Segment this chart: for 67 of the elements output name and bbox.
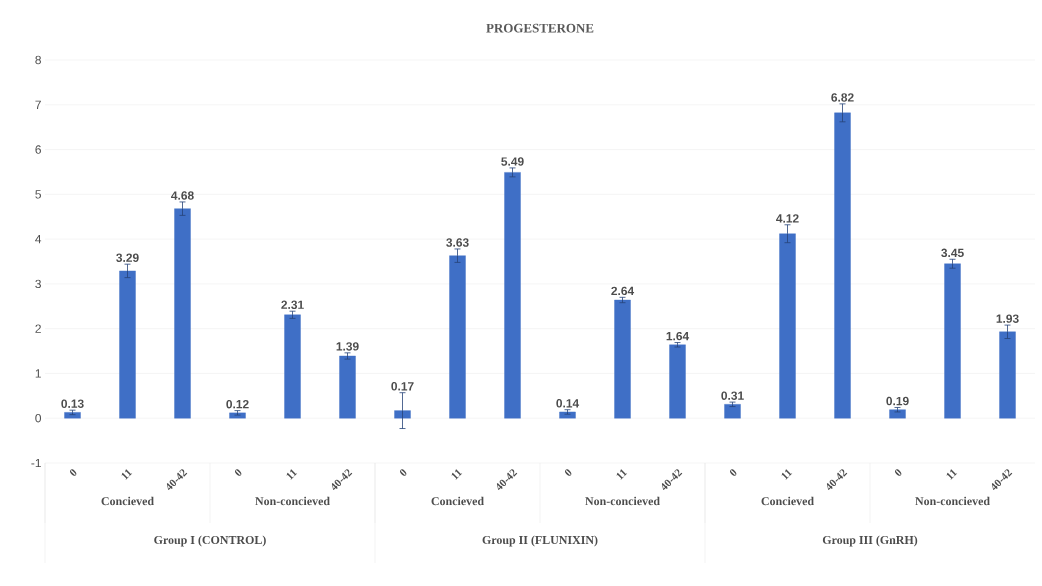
y-tick-label: 2 <box>35 324 41 333</box>
bar <box>119 270 136 419</box>
y-tick-label: 5 <box>35 190 41 199</box>
y-tick-label: 6 <box>35 145 41 154</box>
bar <box>944 263 961 419</box>
x-tick-label: 0 <box>234 469 242 476</box>
bar <box>504 172 521 419</box>
bar <box>284 314 301 419</box>
bar <box>999 331 1016 419</box>
data-label: 0.31 <box>721 391 744 400</box>
data-label: 2.31 <box>281 300 304 310</box>
data-label: 1.64 <box>666 331 690 341</box>
bar <box>779 233 796 419</box>
x-tick-label: 11 <box>946 469 958 480</box>
y-tick-label: -1 <box>31 458 41 468</box>
x-tick-label: 0 <box>69 469 77 476</box>
y-tick-label: 4 <box>35 235 42 244</box>
x-tick-label: 11 <box>451 469 463 480</box>
data-label: 3.63 <box>446 238 469 247</box>
bar <box>834 112 851 419</box>
bar <box>889 409 906 419</box>
data-label: 4.68 <box>171 191 194 200</box>
x-tick-label: 11 <box>121 469 133 480</box>
x-tick-label: 0 <box>399 469 407 476</box>
y-tick-label: 1 <box>35 369 41 378</box>
x-tick-label: 11 <box>781 469 793 480</box>
text: Group III (GnRH) <box>822 535 918 547</box>
bar <box>339 355 356 419</box>
data-label: 0.17 <box>391 382 414 391</box>
data-label: 1.39 <box>336 342 359 351</box>
data-label: 2.64 <box>611 286 635 296</box>
text: Group II (FLUNIXIN) <box>482 535 598 547</box>
data-label: 5.49 <box>501 157 524 166</box>
bar <box>669 344 686 419</box>
text: Concieved <box>761 496 814 506</box>
y-tick-label: 3 <box>35 279 41 289</box>
x-tick-label: 0 <box>564 469 572 476</box>
y-tick-label: 0 <box>35 413 42 423</box>
bar <box>724 404 741 419</box>
chart-title: PROGESTERONE <box>486 23 594 33</box>
bar <box>559 411 576 419</box>
x-tick-label: 11 <box>616 469 628 480</box>
data-label: 1.93 <box>996 314 1019 323</box>
x-tick-label: 0 <box>729 469 737 476</box>
text: Non-concieved <box>255 496 330 506</box>
text: Group I (CONTROL) <box>154 535 266 547</box>
y-tick-label: 8 <box>35 55 41 65</box>
text: Non-concieved <box>915 496 990 506</box>
data-label: 0.12 <box>226 399 249 409</box>
data-label: 0.14 <box>556 399 580 408</box>
text: Concieved <box>101 496 154 506</box>
y-tick-label: 7 <box>35 100 41 109</box>
bar <box>64 412 81 419</box>
text: Non-concieved <box>585 496 660 506</box>
bar <box>449 255 466 419</box>
text: Concieved <box>431 496 484 506</box>
x-tick-label: 11 <box>286 469 298 480</box>
bar <box>174 208 191 419</box>
data-label: 0.13 <box>61 399 84 408</box>
data-label: 3.29 <box>116 253 139 262</box>
data-label: 4.12 <box>776 214 799 223</box>
bar <box>614 299 631 419</box>
x-tick-label: 0 <box>894 469 902 476</box>
data-label: 0.19 <box>886 396 909 406</box>
bar <box>394 410 411 419</box>
data-label: 3.45 <box>941 248 964 258</box>
data-label: 6.82 <box>831 93 854 102</box>
